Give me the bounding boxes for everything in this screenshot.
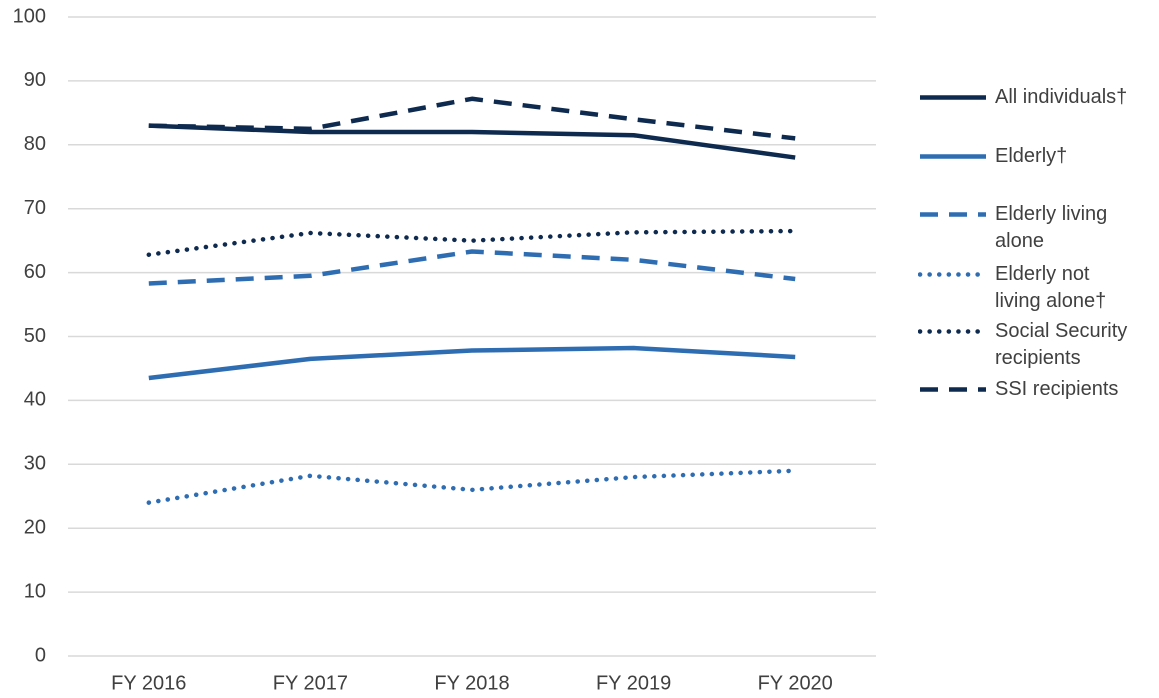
y-tick-label: 60 [24, 261, 46, 283]
series-line [146, 228, 798, 257]
legend-swatch [920, 212, 986, 217]
legend-label: Elderly not living alone† [995, 263, 1107, 312]
legend-item: Elderly not living alone† [918, 261, 1135, 315]
series-line [148, 96, 796, 141]
y-tick-label: 80 [24, 133, 46, 155]
legend-item: Elderly† [918, 143, 1135, 170]
x-tick-label: FY 2020 [758, 672, 833, 694]
x-tick-label: FY 2019 [596, 672, 671, 694]
y-tick-label: 50 [24, 325, 46, 347]
legend-label: All individuals† [995, 86, 1128, 108]
x-tick-label: FY 2018 [434, 672, 509, 694]
legend-swatch [920, 387, 986, 392]
x-tick-label: FY 2017 [273, 672, 348, 694]
y-tick-label: 90 [24, 69, 46, 91]
legend-item: All individuals† [918, 84, 1135, 111]
legend-item: SSI recipients [918, 376, 1135, 403]
y-tick-label: 100 [13, 5, 46, 27]
legend-swatch [920, 95, 986, 100]
legend-swatch [918, 272, 988, 277]
y-tick-label: 20 [24, 516, 46, 538]
legend-label: SSI recipients [995, 378, 1119, 400]
legend-item: Social Security recipients [918, 318, 1135, 372]
legend-item: Elderly living alone [918, 201, 1135, 255]
legend-swatch [920, 154, 986, 159]
y-tick-label: 10 [24, 580, 46, 602]
legend-label: Elderly† [995, 145, 1068, 167]
y-tick-label: 30 [24, 453, 46, 475]
y-tick-label: 40 [24, 389, 46, 411]
y-tick-label: 70 [24, 197, 46, 219]
x-tick-label: FY 2016 [111, 672, 186, 694]
series-line [148, 249, 796, 286]
series-line [148, 123, 796, 160]
series-line [148, 345, 796, 381]
legend-swatch [918, 329, 988, 334]
legend-label: Elderly living alone [995, 203, 1108, 252]
y-tick-label: 0 [35, 644, 46, 666]
series-line [146, 468, 798, 505]
legend-label: Social Security recipients [995, 320, 1128, 369]
